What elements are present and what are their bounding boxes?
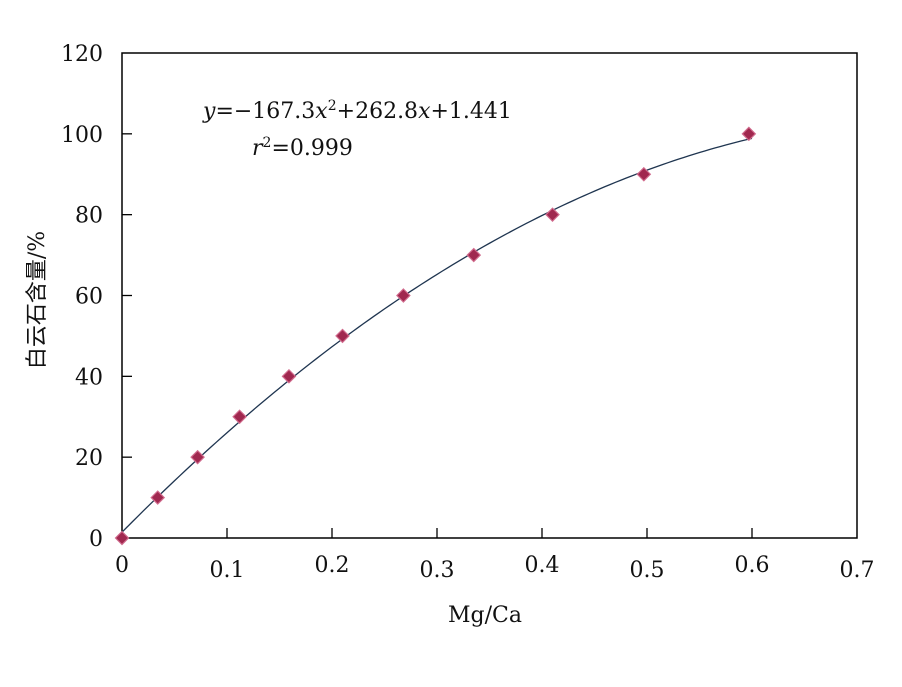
- data-point: [150, 490, 166, 505]
- data-point: [396, 288, 411, 303]
- x-tick-label: 0.4: [525, 553, 560, 578]
- x-tick-label: 0.6: [735, 553, 770, 578]
- x-tick-label: 0: [115, 553, 129, 578]
- x-axis-ticks: 0 0.1 0.2 0.3 0.4 0.5 0.6 0.7: [115, 528, 875, 583]
- data-points: [114, 126, 757, 546]
- fit-equation: y=−167.3x2+262.8x+1.441: [202, 98, 512, 124]
- x-tick-label: 0.3: [420, 558, 455, 583]
- y-axis-title: 白云石含量/%: [25, 231, 50, 369]
- x-tick-label: 0.5: [630, 558, 665, 583]
- y-tick-label: 80: [75, 204, 103, 229]
- data-point: [281, 368, 297, 384]
- y-tick-label: 100: [61, 123, 103, 148]
- data-point: [335, 328, 350, 344]
- x-axis-title: Mg/Ca: [448, 603, 522, 628]
- y-tick-label: 20: [75, 446, 103, 471]
- fit-curve: [121, 137, 753, 533]
- x-tick-label: 0.1: [210, 558, 245, 583]
- y-axis-ticks: 0 20 40 60 80 100 120: [61, 42, 132, 552]
- y-tick-label: 120: [61, 42, 103, 67]
- data-point: [190, 449, 205, 465]
- data-point: [741, 126, 757, 142]
- plot-area-frame: [121, 52, 858, 539]
- data-point: [114, 530, 130, 546]
- data-point: [636, 166, 652, 182]
- y-tick-label: 60: [75, 285, 103, 310]
- r-squared: r2=0.999: [252, 135, 353, 161]
- data-point: [545, 207, 560, 223]
- x-tick-label: 0.7: [840, 558, 875, 583]
- y-tick-label: 40: [75, 365, 103, 390]
- data-point: [466, 247, 482, 263]
- y-tick-label: 0: [89, 527, 103, 552]
- data-point: [232, 409, 247, 425]
- x-tick-label: 0.2: [315, 553, 350, 578]
